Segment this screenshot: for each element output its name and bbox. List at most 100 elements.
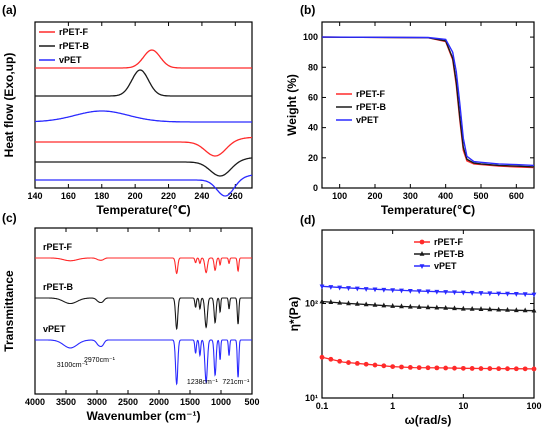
panel-d-xtick-label: 0.1 — [316, 401, 329, 411]
panel-d-point-rPET-F — [496, 366, 502, 372]
panel-d-point-vPET — [416, 289, 422, 295]
panel-d-point-rPET-B — [513, 307, 519, 313]
panel-b-xtick-label: 300 — [403, 191, 418, 201]
panel-a-frame — [34, 21, 253, 189]
panel-b-curve-rPET-B — [321, 36, 535, 168]
panel-d-point-vPET — [407, 288, 413, 294]
panel-d-point-rPET-B — [346, 300, 351, 306]
panel-d-point-rPET-F — [460, 365, 466, 371]
panel-d-point-rPET-F — [425, 365, 431, 371]
panel-c-annotation: 3100cm⁻¹ — [57, 362, 89, 369]
panel-c-xtick-label: 1000 — [211, 397, 231, 407]
panel-d-point-rPET-B — [505, 307, 510, 312]
panel-b-curve-rPET-F — [321, 36, 535, 169]
panel-c-spectrum-vPET — [35, 339, 252, 386]
panel-d-point-rPET-B — [460, 305, 466, 311]
panel-d-xtick-label: 100 — [526, 401, 541, 411]
panel-c-xtick-label: 4000 — [25, 397, 45, 407]
panel-a-legend-label: rPET-B — [59, 41, 90, 51]
panel-d-label: (d) — [300, 213, 315, 227]
panel-d-point-rPET-F — [363, 361, 369, 367]
panel-d-point-rPET-B — [487, 306, 493, 312]
panel-c-xtick-label: 3500 — [56, 397, 76, 407]
panel-d-point-rPET-F — [346, 360, 351, 365]
panel-b-ytick-label: 20 — [308, 153, 318, 163]
panel-d-point-rPET-B — [328, 299, 334, 304]
panel-c-spectrum-rPET-B — [35, 297, 252, 331]
panel-c-xtick-label: 2000 — [149, 397, 169, 407]
panel-d-legend-marker — [419, 239, 425, 245]
panel-b-legend-label: vPET — [356, 115, 379, 125]
panel-d-point-rPET-F — [399, 364, 404, 370]
panel-b-ylabel: Weight (%) — [285, 74, 299, 136]
panel-b-label: (b) — [300, 3, 315, 17]
panel-d-legend-label: rPET-B — [434, 249, 465, 259]
panel-b-xlabel: Temperature(℃) — [381, 203, 475, 217]
panel-d-point-vPET — [434, 289, 440, 295]
panel-d-point-vPET — [381, 287, 387, 293]
panel-a-xtick-label: 180 — [94, 191, 109, 201]
panel-d-point-vPET — [531, 292, 537, 298]
panel-d-point-vPET — [505, 291, 510, 297]
panel-d-point-rPET-B — [434, 304, 440, 310]
panel-d-point-rPET-B — [381, 302, 387, 308]
panel-d-point-rPET-B — [522, 307, 528, 313]
panel-a-xtick-label: 200 — [128, 191, 143, 201]
panel-a-xtick-label: 160 — [61, 191, 76, 201]
panel-b-legend-label: rPET-B — [356, 102, 387, 112]
panel-b-xtick-label: 100 — [332, 191, 347, 201]
panel-a-curve-rPET-B-heating — [35, 157, 253, 177]
panel-b-xtick-label: 500 — [473, 191, 488, 201]
panel-d-point-vPET — [328, 285, 334, 290]
panel-d-legend-marker — [419, 251, 425, 256]
panel-d-point-vPET — [443, 290, 449, 295]
panel-d-point-rPET-B — [319, 298, 325, 304]
panel-d-point-vPET — [469, 290, 475, 296]
panel-c-xtick-label: 500 — [244, 397, 259, 407]
panel-c-series-label: rPET-B — [43, 282, 74, 292]
panel-d-point-rPET-F — [522, 366, 528, 372]
panel-a-curve-rPET-F-cooling — [35, 49, 252, 69]
panel-d-point-rPET-F — [531, 366, 537, 372]
panel-d-point-rPET-F — [478, 366, 484, 371]
panel-d-point-rPET-B — [337, 299, 343, 305]
panel-d-point-rPET-F — [469, 366, 475, 371]
panel-a-xtick-label: 220 — [161, 191, 176, 201]
panel-b-curve-vPET — [321, 36, 535, 167]
panel-d-legend-marker — [419, 264, 425, 269]
panel-d-point-rPET-F — [505, 366, 510, 372]
panel-b-ytick-label: 60 — [308, 92, 318, 102]
panel-d-ytick-label: 10² — [305, 299, 318, 309]
panel-d-point-rPET-B — [452, 305, 457, 311]
panel-d-point-vPET — [390, 288, 396, 294]
panel-d-point-vPET — [363, 287, 369, 292]
panel-d-point-vPET — [487, 291, 493, 297]
panel-b-xtick-label: 200 — [367, 191, 382, 201]
panel-d-point-vPET — [522, 292, 528, 298]
panel-d-point-vPET — [496, 291, 502, 297]
panel-a-xtick-label: 140 — [27, 191, 42, 201]
panel-d-point-vPET — [372, 287, 378, 293]
panel-d-point-rPET-B — [363, 301, 369, 307]
panel-d-point-rPET-F — [390, 364, 396, 369]
panel-d-point-rPET-F — [513, 366, 519, 372]
panel-d-point-vPET — [513, 292, 519, 297]
panel-c-ylabel: Transmittance — [2, 270, 16, 352]
panel-c-xtick-label: 3000 — [87, 397, 107, 407]
panel-d-legend-label: vPET — [434, 261, 457, 271]
panel-d-point-rPET-B — [443, 304, 449, 310]
panel-c-label: (c) — [2, 211, 17, 225]
panel-d-point-vPET — [478, 291, 484, 296]
panel-d-point-rPET-B — [399, 303, 404, 309]
panel-d-point-rPET-F — [381, 363, 387, 369]
panel-b-ytick-label: 0 — [313, 183, 318, 193]
panel-c-spectrum-rPET-F — [35, 257, 252, 275]
panel-a-legend-label: rPET-F — [59, 27, 89, 37]
panel-d-legend-label: rPET-F — [434, 237, 464, 247]
panel-d-frame — [321, 229, 535, 399]
panel-d-point-rPET-F — [416, 365, 422, 371]
panel-d-point-rPET-F — [443, 365, 449, 371]
panel-b-frame — [321, 21, 535, 189]
panel-d-xtick-label: 1 — [390, 401, 395, 411]
